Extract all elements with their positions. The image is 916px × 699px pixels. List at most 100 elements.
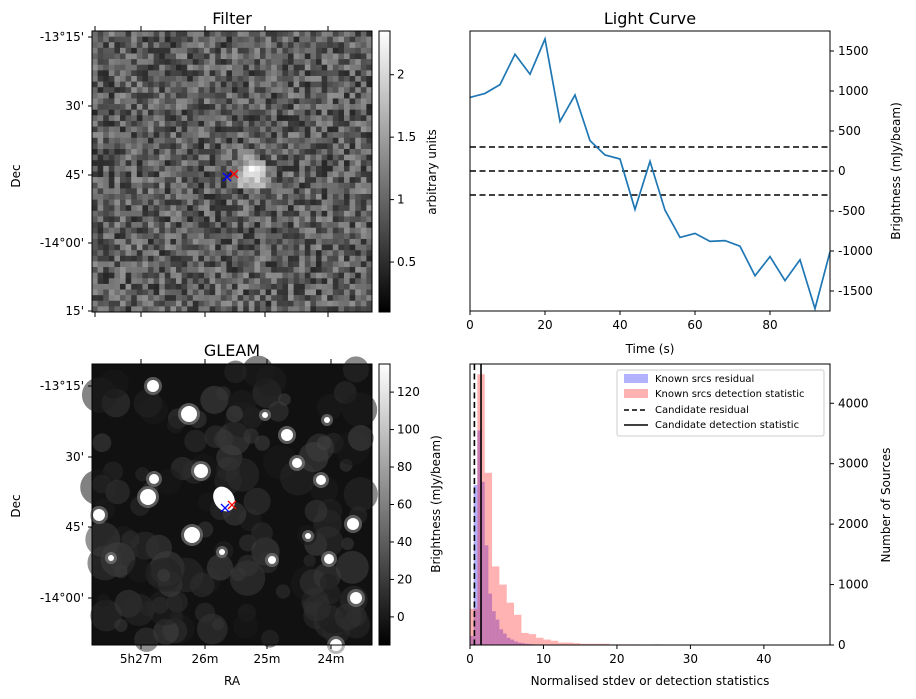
filter-pixel <box>136 42 143 49</box>
filter-pixel <box>142 267 149 273</box>
filter-pixel <box>338 171 345 178</box>
filter-pixel <box>243 216 250 223</box>
filter-pixel <box>92 126 98 133</box>
filter-pixel <box>131 278 138 285</box>
filter-pixel <box>360 53 367 60</box>
filter-pixel <box>265 81 272 88</box>
filter-pixel <box>327 177 334 184</box>
filter-pixel <box>215 59 222 66</box>
filter-pixel <box>153 278 160 285</box>
filter-pixel <box>237 205 244 212</box>
filter-pixel <box>97 171 104 178</box>
filter-pixel <box>293 278 300 285</box>
filter-pixel <box>366 222 373 228</box>
filter-pixel <box>120 59 126 66</box>
filter-pixel <box>288 143 294 150</box>
filter-pixel <box>355 137 362 144</box>
filter-pixel <box>131 250 138 257</box>
filter-panel: Filter -13°15'30'45'-14°00'15' Dec 0.511… <box>9 9 439 318</box>
filter-pixel <box>181 87 188 94</box>
filter-pixel <box>355 306 362 313</box>
filter-pixel <box>254 132 261 139</box>
filter-pixel <box>248 115 255 122</box>
lightcurve-ytick-label: -1500 <box>838 284 873 298</box>
filter-pixel <box>344 278 350 285</box>
lightcurve-xtick-label: 40 <box>612 318 627 332</box>
filter-pixel <box>237 199 244 206</box>
filter-pixel <box>254 160 261 167</box>
filter-pixel <box>114 104 121 110</box>
filter-pixel <box>327 81 334 88</box>
filter-pixel <box>220 278 227 285</box>
gleam-noise-blob <box>134 627 159 652</box>
filter-pixel <box>164 53 171 60</box>
filter-pixel <box>299 47 306 54</box>
filter-pixel <box>366 115 373 122</box>
filter-pixel <box>97 244 104 251</box>
filter-pixel <box>316 199 322 206</box>
filter-pixel <box>153 283 160 290</box>
filter-pixel <box>288 177 294 184</box>
filter-pixel <box>332 132 339 139</box>
filter-pixel <box>293 98 300 105</box>
filter-pixel <box>97 300 104 307</box>
filter-pixel <box>204 222 210 228</box>
filter-pixel <box>310 104 317 110</box>
filter-pixel <box>164 132 171 139</box>
filter-pixel <box>299 160 306 167</box>
gleam-noise-blob <box>85 521 121 557</box>
filter-pixel <box>276 104 283 110</box>
filter-pixel <box>316 177 322 184</box>
filter-pixel <box>198 59 205 66</box>
filter-pixel <box>209 154 216 161</box>
filter-pixel <box>243 267 250 273</box>
filter-pixel <box>114 92 121 99</box>
filter-pixel <box>148 109 154 116</box>
filter-pixel <box>243 75 250 82</box>
filter-pixel <box>237 149 244 155</box>
filter-pixel <box>97 283 104 290</box>
filter-pixel <box>209 42 216 49</box>
filter-pixel <box>198 289 205 296</box>
filter-pixel <box>131 81 138 88</box>
histogram-bar-detection <box>572 643 581 645</box>
filter-pixel <box>159 306 166 313</box>
filter-pixel <box>170 59 177 66</box>
filter-pixel <box>276 306 283 313</box>
filter-pixel <box>327 154 334 161</box>
filter-pixel <box>299 193 306 200</box>
filter-pixel <box>164 171 171 178</box>
filter-pixel <box>282 31 289 37</box>
histogram-bar-residual <box>481 481 485 645</box>
filter-pixel <box>92 205 98 212</box>
filter-pixel <box>237 233 244 240</box>
filter-pixel <box>293 238 300 245</box>
filter-pixel <box>260 137 266 144</box>
filter-pixel <box>327 160 334 167</box>
filter-pixel <box>159 272 166 279</box>
filter-pixel <box>159 104 166 110</box>
filter-pixel <box>254 109 261 116</box>
filter-pixel <box>310 278 317 285</box>
filter-pixel <box>159 182 166 189</box>
filter-pixel <box>215 267 222 273</box>
filter-pixel <box>153 238 160 245</box>
filter-pixel <box>181 171 188 178</box>
filter-pixel <box>327 238 334 245</box>
filter-pixel <box>338 255 345 262</box>
filter-pixel <box>293 36 300 43</box>
filter-pixel <box>321 272 328 279</box>
filter-pixel <box>288 193 294 200</box>
filter-pixel <box>338 154 345 161</box>
filter-pixel <box>282 143 289 150</box>
filter-pixel <box>148 70 154 77</box>
filter-pixel <box>237 92 244 99</box>
filter-pixel <box>192 300 199 307</box>
filter-pixel <box>243 289 250 296</box>
filter-pixel <box>120 87 126 94</box>
filter-pixel <box>349 182 356 189</box>
filter-pixel <box>344 47 350 54</box>
filter-pixel <box>103 81 110 88</box>
filter-pixel <box>181 199 188 206</box>
filter-pixel <box>153 216 160 223</box>
